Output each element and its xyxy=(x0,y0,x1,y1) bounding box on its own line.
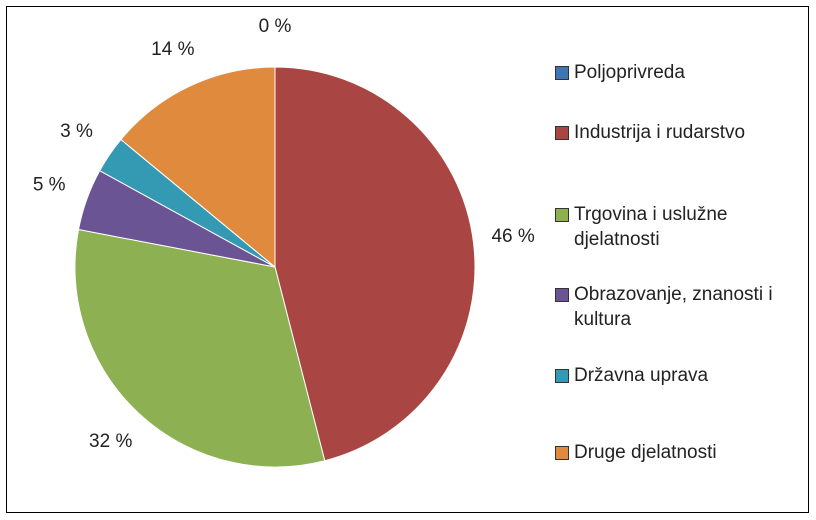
legend-item: Trgovina i uslužne djelatnosti xyxy=(555,202,805,252)
legend-label: Državna uprava xyxy=(574,365,709,386)
chart-border xyxy=(6,6,809,513)
legend-swatch xyxy=(555,208,569,222)
data-label: 32 % xyxy=(89,431,132,452)
legend-swatch xyxy=(555,66,569,80)
data-label: 0 % xyxy=(259,16,292,37)
legend-item: Obrazovanje, znanosti i kultura xyxy=(555,282,805,332)
legend-label: Obrazovanje, znanosti i kultura xyxy=(574,284,773,330)
data-label: 46 % xyxy=(491,226,534,247)
legend-item: Državna uprava xyxy=(555,363,805,388)
pie-slice xyxy=(274,66,476,462)
legend-item: Industrija i rudarstvo xyxy=(555,120,805,145)
data-label: 14 % xyxy=(151,39,194,60)
data-label: 5 % xyxy=(33,175,66,196)
legend-swatch xyxy=(555,288,569,302)
legend-label: Industrija i rudarstvo xyxy=(574,122,746,143)
legend-swatch xyxy=(555,369,569,383)
legend-swatch xyxy=(555,446,569,460)
pie-slice xyxy=(74,228,326,468)
legend-label: Druge djelatnosti xyxy=(574,442,717,463)
legend-label: Trgovina i uslužne djelatnosti xyxy=(574,204,728,250)
legend-item: Druge djelatnosti xyxy=(555,440,805,465)
pie-slice xyxy=(120,66,276,269)
legend-swatch xyxy=(555,126,569,140)
legend-label: Poljoprivreda xyxy=(574,62,685,83)
data-label: 3 % xyxy=(60,121,93,142)
legend-item: Poljoprivreda xyxy=(555,60,805,85)
